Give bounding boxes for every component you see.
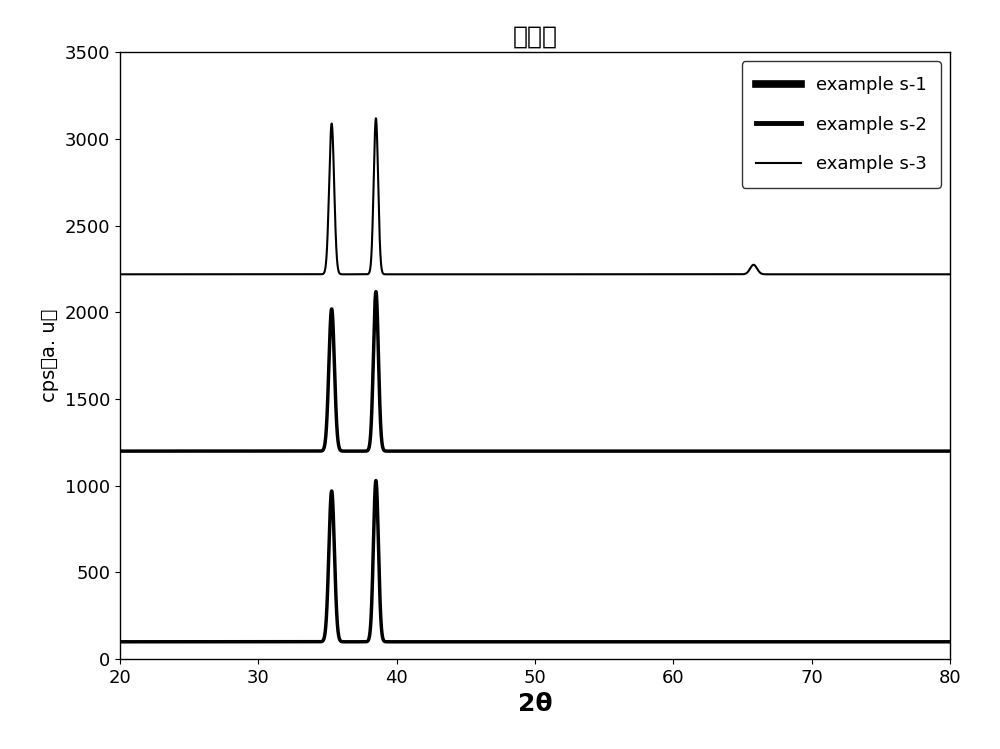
X-axis label: 2θ: 2θ xyxy=(518,692,552,716)
Y-axis label: cps（a. u）: cps（a. u） xyxy=(40,309,59,402)
Legend: example s-1, example s-2, example s-3: example s-1, example s-2, example s-3 xyxy=(742,61,941,188)
Title: 硅碳烯: 硅碳烯 xyxy=(512,25,558,49)
